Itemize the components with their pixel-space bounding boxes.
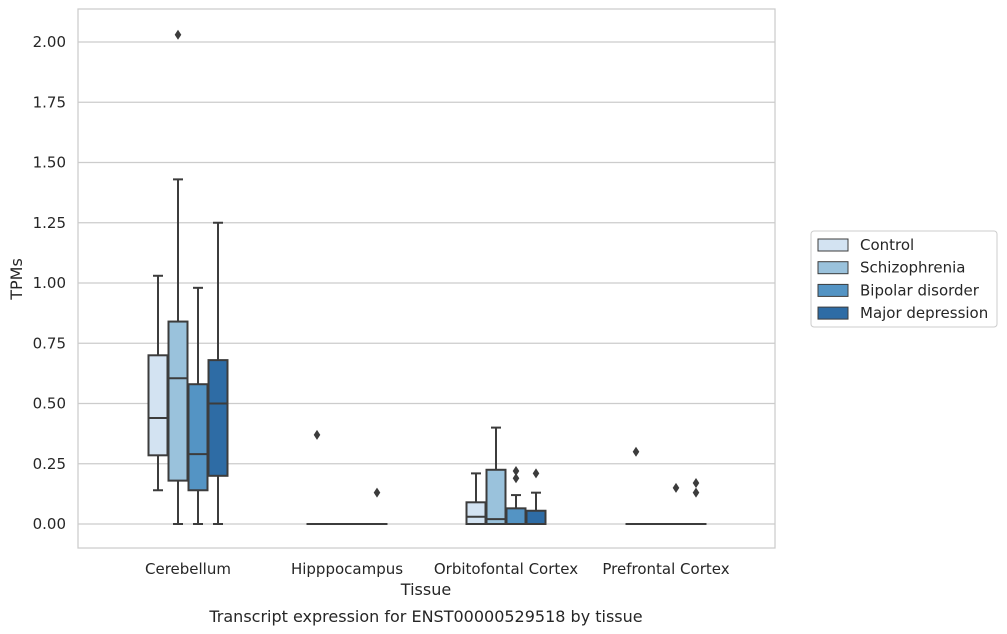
legend-item: Control (817, 236, 914, 254)
outlier-point (692, 487, 700, 498)
y-tick-label: 2.00 (33, 33, 66, 51)
y-tick-label: 1.25 (33, 214, 66, 232)
legend-item: Bipolar disorder (817, 281, 980, 299)
x-tick-labels: Cerebellum Hipppocampus Orbitofontal Corte… (145, 560, 730, 578)
legend-label: Bipolar disorder (860, 281, 980, 299)
y-tick-label: 0.25 (33, 455, 66, 473)
legend-item: Major depression (817, 304, 988, 322)
x-tick-label: Hipppocampus (291, 560, 403, 578)
legend-frame (810, 230, 998, 328)
box-bipolar-disorder (505, 465, 527, 525)
outlier-point (174, 29, 182, 40)
outlier-point (672, 482, 680, 493)
legend-label: Major depression (860, 304, 988, 322)
box-schizophrenia (167, 29, 189, 525)
y-tick-label: 1.00 (33, 274, 66, 292)
plot-frame (77, 8, 776, 549)
x-tick-label: Cerebellum (145, 560, 231, 578)
outlier-point (692, 478, 700, 489)
box-control (625, 446, 647, 526)
outlier-point (512, 473, 520, 484)
box-major-depression (685, 478, 707, 526)
box-schizophrenia (485, 426, 507, 525)
y-tick-label: 0.75 (33, 334, 66, 352)
box-body (147, 354, 169, 457)
box-major-depression (207, 221, 229, 525)
box-major-depression (366, 487, 388, 526)
legend: Control Schizophrenia Bipolar disorder Majo… (810, 230, 998, 328)
chart-caption: Transcript expression for ENST0000052951… (208, 607, 642, 626)
x-axis-title: Tissue (400, 580, 451, 599)
box-body (187, 383, 209, 492)
box-body (207, 359, 229, 477)
box-body (505, 507, 527, 525)
box-bipolar-disorder (187, 286, 209, 525)
outlier-point (512, 465, 520, 476)
y-tick-label: 0.50 (33, 395, 66, 413)
box-body (485, 468, 507, 525)
outlier-point (373, 487, 381, 498)
boxes (147, 29, 707, 526)
legend-swatch (817, 261, 849, 275)
x-tick-label: Prefrontal Cortex (602, 560, 729, 578)
box-control (306, 429, 328, 526)
outlier-point (313, 429, 321, 440)
box-control (465, 472, 487, 525)
legend-swatch (817, 238, 849, 252)
y-tick-label: 1.50 (33, 154, 66, 172)
legend-item: Schizophrenia (817, 259, 965, 277)
outlier-point (632, 446, 640, 457)
legend-label: Schizophrenia (860, 259, 965, 277)
box-body (465, 501, 487, 525)
box-body (167, 320, 189, 482)
y-axis-title: TPMs (7, 258, 26, 301)
legend-swatch (817, 283, 849, 297)
y-tick-label: 1.75 (33, 93, 66, 111)
y-tick-label: 0.00 (33, 515, 66, 533)
x-tick-label: Orbitofontal Cortex (434, 560, 578, 578)
y-tick-labels: 0.00 0.25 0.50 0.75 1.00 1.25 1.50 1.75 2.00 (33, 33, 66, 533)
box-control (147, 274, 169, 492)
legend-swatch (817, 306, 849, 320)
box-bipolar-disorder (665, 482, 687, 526)
legend-label: Control (860, 236, 914, 254)
outlier-point (532, 468, 540, 479)
box-major-depression (525, 468, 547, 525)
box-body (525, 509, 547, 525)
